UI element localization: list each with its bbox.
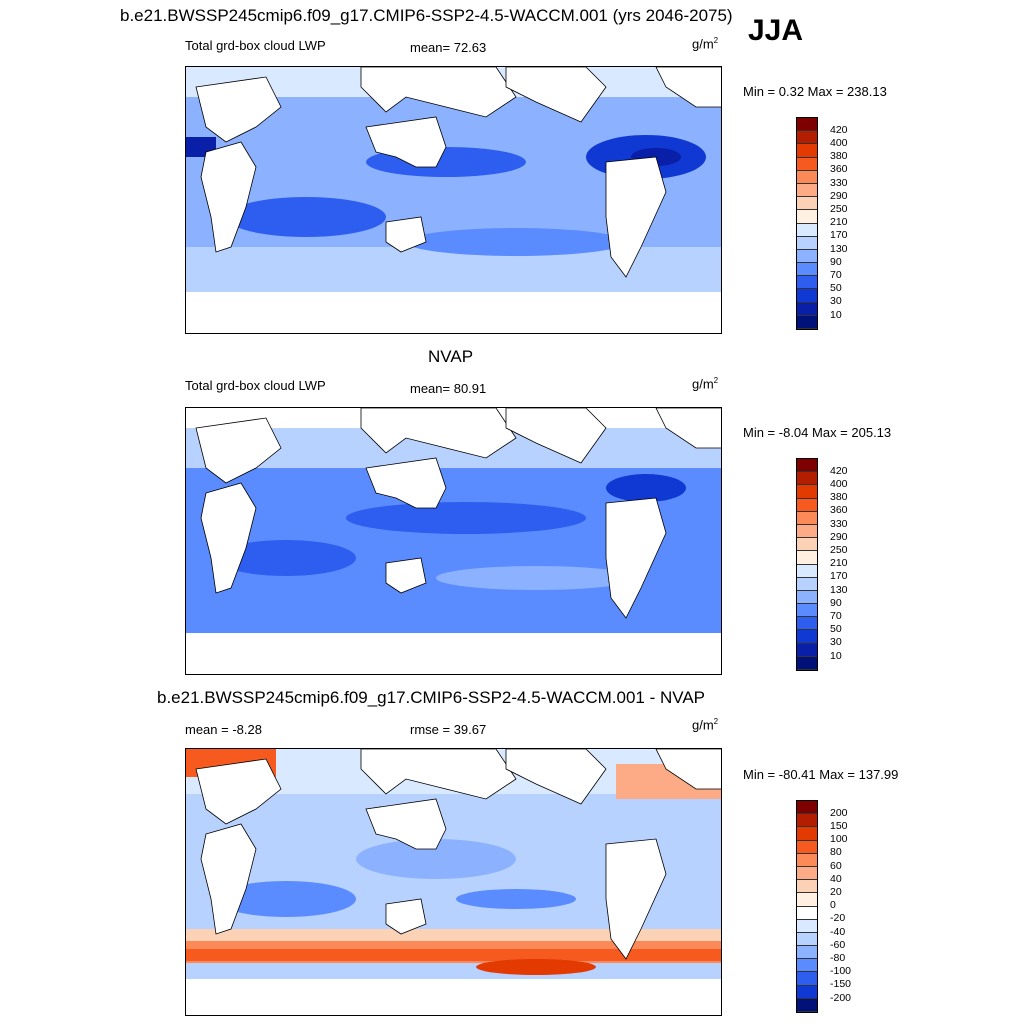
colorbar-tick: 380	[830, 150, 848, 162]
colorbar-tick: 420	[830, 124, 848, 136]
colorbar-tick: -150	[830, 978, 852, 990]
colorbar-tick: -60	[830, 939, 846, 951]
panel2-minmax-label: Min = -8.04 Max = 205.13	[743, 425, 892, 440]
colorbar-tick: 150	[830, 820, 848, 832]
panel1-land-masks	[195, 67, 721, 278]
colorbar-tick: 10	[830, 650, 842, 662]
colorbar-tick: 330	[830, 518, 848, 530]
panel3-unit-label: g/m2	[692, 717, 719, 733]
colorbar-tick: 10	[830, 309, 842, 321]
panel2-observation-map	[185, 407, 722, 675]
panel1-unit-label: g/m2	[692, 36, 719, 52]
colorbar-tick: 40	[830, 873, 842, 885]
panel1-colorbar	[796, 117, 818, 330]
colorbar-tick: -200	[830, 992, 852, 1004]
colorbar-tick: 360	[830, 163, 848, 175]
colorbar-tick: 250	[830, 544, 848, 556]
colorbar-tick: 290	[830, 190, 848, 202]
colorbar-tick: 210	[830, 216, 848, 228]
colorbar-tick: 170	[830, 570, 848, 582]
panel3-minmax-label: Min = -80.41 Max = 137.99	[743, 767, 899, 782]
colorbar-tick: 50	[830, 623, 842, 635]
page-title: b.e21.BWSSP245cmip6.f09_g17.CMIP6-SSP2-4…	[120, 6, 733, 25]
colorbar-tick: -20	[830, 912, 846, 924]
colorbar-tick: 70	[830, 610, 842, 622]
panel2-unit-label: g/m2	[692, 376, 719, 392]
panel1-model-map	[185, 66, 722, 334]
colorbar-tick: 130	[830, 243, 848, 255]
colorbar-tick: 200	[830, 807, 848, 819]
colorbar-tick: 100	[830, 833, 848, 845]
panel2-variable-label: Total grd-box cloud LWP	[185, 378, 326, 393]
colorbar-tick: 210	[830, 557, 848, 569]
colorbar-tick: 250	[830, 203, 848, 215]
colorbar-tick: -80	[830, 952, 846, 964]
panel2-mean-label: mean= 80.91	[410, 381, 487, 396]
panel1-minmax-label: Min = 0.32 Max = 238.13	[743, 84, 887, 99]
panel2-land-masks	[195, 408, 721, 619]
panel1-variable-label: Total grd-box cloud LWP	[185, 38, 326, 53]
colorbar-tick: 170	[830, 229, 848, 241]
colorbar-tick: 130	[830, 584, 848, 596]
colorbar-tick: -40	[830, 926, 846, 938]
colorbar-tick: 30	[830, 295, 842, 307]
panel3-colorbar	[796, 800, 818, 1013]
panel3-land-masks	[195, 749, 721, 960]
season-label: JJA	[748, 14, 804, 47]
colorbar-tick: 400	[830, 478, 848, 490]
panel2-colorbar	[796, 458, 818, 671]
colorbar-tick: 60	[830, 860, 842, 872]
colorbar-tick: 90	[830, 256, 842, 268]
panel3-heading: b.e21.BWSSP245cmip6.f09_g17.CMIP6-SSP2-4…	[157, 688, 706, 707]
colorbar-tick: 290	[830, 531, 848, 543]
colorbar-tick: 90	[830, 597, 842, 609]
panel2-heading: NVAP	[428, 347, 474, 366]
panel3-difference-map	[185, 748, 722, 1016]
colorbar-tick: 360	[830, 504, 848, 516]
colorbar-tick: 70	[830, 269, 842, 281]
panel3-mean-label: mean = -8.28	[185, 722, 262, 737]
colorbar-tick: -100	[830, 965, 852, 977]
colorbar-tick: 50	[830, 282, 842, 294]
panel1-mean-label: mean= 72.63	[410, 40, 487, 55]
colorbar-tick: 80	[830, 846, 842, 858]
colorbar-tick: 30	[830, 636, 842, 648]
colorbar-tick: 0	[830, 899, 836, 911]
colorbar-tick: 400	[830, 137, 848, 149]
colorbar-tick: 380	[830, 491, 848, 503]
colorbar-tick: 420	[830, 465, 848, 477]
panel3-rmse-label: rmse = 39.67	[410, 722, 487, 737]
colorbar-tick: 20	[830, 886, 842, 898]
colorbar-tick: 330	[830, 177, 848, 189]
